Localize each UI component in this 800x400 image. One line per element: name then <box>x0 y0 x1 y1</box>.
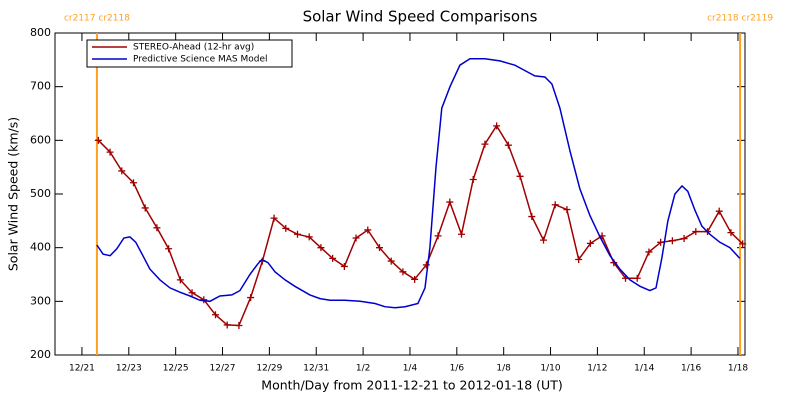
y-tick-label: 400 <box>30 241 51 254</box>
data-marker <box>118 167 126 175</box>
data-marker <box>165 245 173 253</box>
x-tick-label: 12/31 <box>303 364 329 374</box>
data-marker <box>352 234 360 242</box>
data-marker <box>317 244 325 252</box>
x-tick-label: 1/12 <box>587 364 607 374</box>
data-marker <box>540 236 548 244</box>
data-marker <box>329 254 337 262</box>
legend-box <box>86 39 293 68</box>
data-marker <box>469 176 477 184</box>
data-marker <box>411 275 419 283</box>
data-marker <box>270 214 278 222</box>
data-marker <box>504 141 512 149</box>
series-line <box>96 58 741 309</box>
data-marker <box>188 289 196 297</box>
data-marker <box>645 248 653 256</box>
x-tick-label: 1/4 <box>403 364 418 374</box>
data-marker <box>528 213 536 221</box>
data-marker <box>106 148 114 156</box>
data-marker <box>375 244 383 252</box>
x-tick-label: 1/2 <box>356 364 370 374</box>
data-marker <box>305 233 313 241</box>
x-axis-label: Month/Day from 2011-12-21 to 2012-01-18 … <box>261 378 562 393</box>
data-marker <box>668 237 676 245</box>
data-marker <box>364 226 372 234</box>
data-marker <box>575 255 583 263</box>
data-marker <box>493 122 501 130</box>
x-tick-label: 12/25 <box>163 364 189 374</box>
x-tick-label: 1/18 <box>728 364 748 374</box>
chart-title: Solar Wind Speed Comparisons <box>303 8 538 26</box>
data-marker <box>422 261 430 269</box>
data-marker <box>481 140 489 148</box>
data-marker <box>340 262 348 270</box>
data-marker <box>235 321 243 329</box>
x-tick-label: 12/29 <box>256 364 282 374</box>
x-tick-label: 12/27 <box>210 364 236 374</box>
y-tick-label: 800 <box>30 26 51 39</box>
data-marker <box>293 230 301 238</box>
data-marker <box>153 224 161 232</box>
y-tick-label: 300 <box>30 294 51 307</box>
carrington-label: cr2117 cr2118 <box>64 14 130 24</box>
data-marker <box>223 321 231 329</box>
data-marker <box>176 276 184 284</box>
data-marker <box>680 235 688 243</box>
data-marker <box>551 201 559 209</box>
x-tick-label: 1/10 <box>540 364 560 374</box>
data-marker <box>247 294 255 302</box>
x-tick-label: 12/21 <box>69 364 95 374</box>
y-tick-label: 500 <box>30 187 51 200</box>
data-marker <box>458 230 466 238</box>
y-tick-label: 200 <box>30 348 51 361</box>
data-marker <box>657 238 665 246</box>
data-marker <box>399 268 407 276</box>
x-tick-label: 1/16 <box>681 364 701 374</box>
legend-label: STEREO-Ahead (12-hr avg) <box>133 43 254 53</box>
data-marker <box>446 198 454 206</box>
data-marker <box>387 257 395 265</box>
data-marker <box>516 172 524 180</box>
x-tick-label: 12/23 <box>116 364 142 374</box>
data-marker <box>282 224 290 232</box>
data-marker <box>739 240 747 248</box>
data-marker <box>727 229 735 237</box>
data-marker <box>715 207 723 215</box>
legend-label: Predictive Science MAS Model <box>133 55 268 65</box>
y-tick-label: 600 <box>30 133 51 146</box>
data-marker <box>94 136 102 144</box>
data-marker <box>586 239 594 247</box>
x-tick-label: 1/14 <box>634 364 654 374</box>
data-marker <box>141 204 149 212</box>
data-marker <box>563 206 571 214</box>
x-tick-label: 1/8 <box>496 364 511 374</box>
data-marker <box>129 179 137 187</box>
data-marker <box>633 274 641 282</box>
y-tick-label: 700 <box>30 80 51 93</box>
x-tick-label: 1/6 <box>450 364 465 374</box>
carrington-label: cr2118 cr2119 <box>707 14 773 24</box>
data-marker <box>692 228 700 236</box>
data-marker <box>434 232 442 240</box>
y-axis-label: Solar Wind Speed (km/s) <box>6 117 21 271</box>
data-marker <box>211 311 219 319</box>
